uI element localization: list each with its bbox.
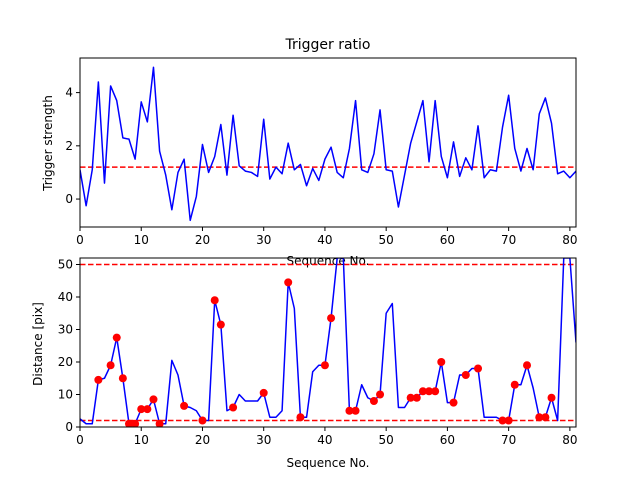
data-point xyxy=(425,387,434,396)
data-point xyxy=(124,419,133,427)
y-tick-label: 4 xyxy=(65,86,73,100)
x-tick-label: 0 xyxy=(76,433,84,447)
data-point xyxy=(535,413,544,422)
data-point xyxy=(137,405,146,414)
x-tick-label: 30 xyxy=(256,433,271,447)
x-tick-label: 60 xyxy=(440,233,455,247)
plot-area: 0 10 20 30 40 50 60 70 80 0 2 4 xyxy=(65,57,578,247)
data-point xyxy=(437,358,446,366)
data-point xyxy=(106,361,115,370)
y-tick-label: 0 xyxy=(65,420,73,434)
data-point xyxy=(216,320,225,329)
data-point xyxy=(541,413,550,422)
data-point xyxy=(474,364,483,373)
data-point xyxy=(320,361,329,370)
x-tick-label: 80 xyxy=(562,433,577,447)
x-tick-label: 50 xyxy=(379,433,394,447)
data-point xyxy=(412,393,421,402)
series-group xyxy=(80,66,576,222)
y-tick-label: 40 xyxy=(58,290,73,304)
series-group xyxy=(80,258,576,427)
trigger-ratio-subplot: Trigger ratio Trigger strength Sequence … xyxy=(41,37,578,268)
y-tick-label: 20 xyxy=(58,355,73,369)
data-point xyxy=(547,393,556,402)
data-point xyxy=(523,361,532,370)
data-point xyxy=(418,387,427,396)
x-tick-label: 40 xyxy=(317,233,332,247)
data-point xyxy=(131,419,140,427)
plot-area: 0 10 20 30 40 50 60 70 80 0 10 20 30 40 50 xyxy=(58,257,578,447)
data-point xyxy=(351,406,360,415)
data-point xyxy=(112,333,121,342)
data-point xyxy=(376,390,385,399)
x-tick-label: 40 xyxy=(317,433,332,447)
y-tick-label: 0 xyxy=(65,192,73,206)
data-point xyxy=(327,314,336,323)
chart-title: Trigger ratio xyxy=(284,37,370,53)
data-point xyxy=(449,398,458,407)
data-point xyxy=(296,413,305,422)
data-point xyxy=(229,403,238,412)
data-point xyxy=(94,375,103,384)
data-point xyxy=(369,397,378,405)
distance-subplot: Distance [pix] Sequence No. 0 10 20 30 40 50 6… xyxy=(31,257,578,470)
data-point xyxy=(149,395,158,404)
data-point xyxy=(431,387,440,396)
x-axis-label: Sequence No. xyxy=(287,254,370,268)
data-point xyxy=(259,388,268,397)
data-point xyxy=(498,416,507,425)
y-axis-label: Trigger strength xyxy=(41,95,55,192)
y-axis-label: Distance [pix] xyxy=(31,302,45,386)
data-point xyxy=(198,416,207,425)
x-tick-label: 10 xyxy=(134,233,149,247)
x-tick-label: 70 xyxy=(501,233,516,247)
x-tick-label: 0 xyxy=(76,233,84,247)
data-point xyxy=(210,296,219,305)
x-tick-label: 60 xyxy=(440,433,455,447)
x-tick-label: 30 xyxy=(256,233,271,247)
axes-frame xyxy=(79,257,577,428)
axes-frame xyxy=(79,57,577,228)
y-tick-label: 50 xyxy=(58,258,73,272)
y-tick-label: 30 xyxy=(58,323,73,337)
series-line xyxy=(80,66,576,222)
x-tick-label: 70 xyxy=(501,433,516,447)
x-tick-label: 20 xyxy=(195,233,210,247)
data-point xyxy=(118,374,127,383)
data-point xyxy=(155,419,164,427)
data-point xyxy=(461,371,470,379)
x-axis-label: Sequence No. xyxy=(287,456,370,470)
data-point xyxy=(510,380,519,389)
data-point xyxy=(284,278,293,287)
x-tick-label: 20 xyxy=(195,433,210,447)
x-tick-label: 10 xyxy=(134,433,149,447)
data-point xyxy=(180,401,189,410)
data-point xyxy=(143,405,152,414)
y-tick-label: 10 xyxy=(58,388,73,402)
data-point xyxy=(406,393,415,402)
x-tick-label: 50 xyxy=(379,233,394,247)
x-tick-label: 80 xyxy=(562,233,577,247)
data-point xyxy=(345,406,354,415)
y-tick-label: 2 xyxy=(65,139,73,153)
data-point xyxy=(504,416,513,425)
